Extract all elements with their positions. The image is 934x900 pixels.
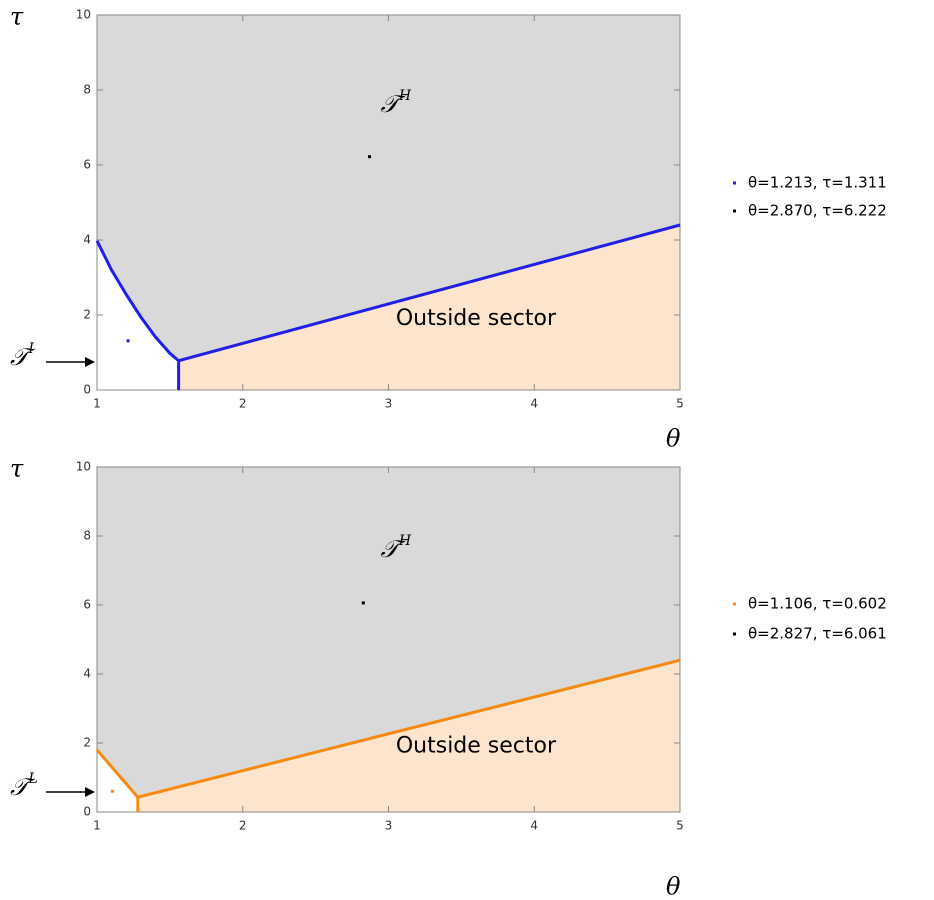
- y-tick-label: 4: [83, 233, 91, 247]
- region-label: 𝒯H: [380, 533, 411, 563]
- x-tick-label: 2: [239, 819, 247, 833]
- x-tick-label: 5: [676, 819, 684, 833]
- y-tick-label: 10: [76, 8, 91, 22]
- x-tick-label: 3: [385, 819, 393, 833]
- x-tick-label: 1: [93, 819, 101, 833]
- x-tick-label: 4: [530, 819, 538, 833]
- legend-marker: [733, 602, 736, 606]
- y-tick-label: 6: [83, 158, 91, 172]
- panel: 1 2 3 4 5 0 2 4 6 8 10 τ θ 𝒯H Outside sector 𝒯L θ=1.106,…: [10, 455, 887, 900]
- y-tick-label: 8: [83, 529, 91, 543]
- y-axis-label: τ: [10, 455, 24, 483]
- data-point: [126, 339, 130, 343]
- sector-region: [178, 225, 680, 390]
- y-axis-label: τ: [10, 3, 24, 31]
- x-tick-label: 1: [93, 397, 101, 411]
- legend-label: θ=2.870, τ=6.222: [748, 202, 887, 220]
- x-tick-label: 3: [385, 397, 393, 411]
- data-point: [368, 155, 372, 159]
- arrow-head: [85, 787, 95, 797]
- boundary-line: [95, 223, 681, 363]
- y-tick-label: 10: [76, 460, 91, 474]
- x-axis-label: θ: [666, 425, 681, 453]
- y-tick-label: 0: [83, 383, 91, 397]
- region-superscript: H: [398, 533, 412, 549]
- legend-label: θ=2.827, τ=6.061: [748, 625, 887, 643]
- region-superscript: I: [27, 341, 34, 357]
- y-tick-label: 8: [83, 83, 91, 97]
- legend-marker: [733, 181, 736, 185]
- x-tick-label: 5: [676, 397, 684, 411]
- region-superscript: L: [27, 771, 37, 787]
- legend-marker: [733, 632, 736, 636]
- arrow-head: [85, 357, 95, 367]
- data-point: [110, 789, 114, 793]
- sector-label: Outside sector: [396, 733, 557, 758]
- x-axis-label: θ: [666, 873, 681, 900]
- upper-region: [97, 467, 680, 798]
- upper-region: [97, 15, 680, 361]
- y-tick-label: 4: [83, 667, 91, 681]
- sector-region: [137, 660, 680, 812]
- legend-label: θ=1.106, τ=0.602: [748, 595, 887, 613]
- legend-label: θ=1.213, τ=1.311: [748, 174, 887, 192]
- y-tick-label: 6: [83, 598, 91, 612]
- legend-marker: [733, 209, 736, 213]
- y-tick-label: 2: [83, 736, 91, 750]
- region-superscript: H: [398, 88, 412, 104]
- data-point: [361, 601, 365, 605]
- x-tick-label: 2: [239, 397, 247, 411]
- region-label: 𝒯I: [10, 341, 36, 371]
- y-tick-label: 2: [83, 308, 91, 322]
- sector-label: Outside sector: [396, 306, 557, 331]
- y-tick-label: 0: [83, 805, 91, 819]
- region-label: 𝒯L: [10, 771, 38, 801]
- x-tick-label: 4: [530, 397, 538, 411]
